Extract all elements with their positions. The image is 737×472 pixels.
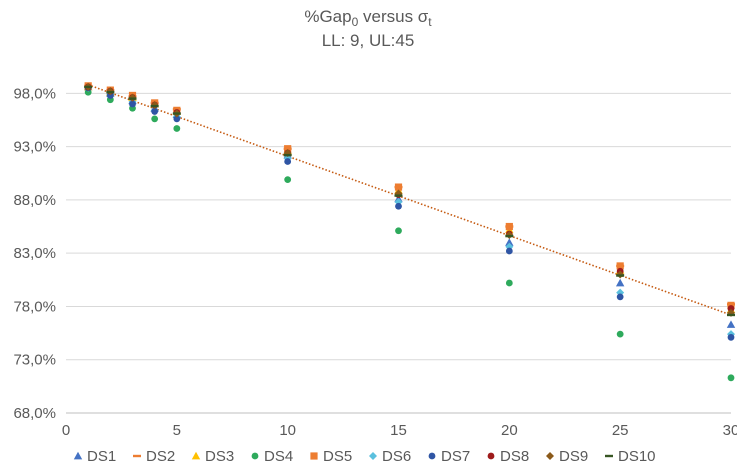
series-ds6 [84,83,735,339]
legend-item-ds8: DS8 [487,448,529,465]
legend-item-ds1: DS1 [73,448,116,465]
data-point [505,234,514,238]
y-tick-label: 98,0% [13,85,56,102]
legend-label: DS2 [146,448,175,465]
data-point [616,293,624,301]
legend-label: DS5 [323,448,352,465]
legend-label: DS9 [559,448,588,465]
legend-item-ds4: DS4 [251,448,293,465]
y-tick-label: 88,0% [13,192,56,209]
data-point [84,85,93,89]
data-point [505,222,513,231]
data-point [616,330,624,338]
data-point [129,100,136,108]
data-point [284,176,292,184]
data-point [151,108,159,115]
x-tick-label: 10 [279,422,296,439]
x-tick-label: 30 [723,422,737,439]
legend-label: DS6 [382,448,411,465]
data-point [394,194,403,197]
legend-marker [428,452,436,460]
legend-marker [191,451,201,460]
legend: DS1 DS2 DS3 DS4 DS5 DS6 DS7 DS8 DS9 DS10 [73,448,656,465]
chart-subtitle: LL: 9, UL:45 [322,31,415,50]
y-tick-label: 83,0% [13,245,56,262]
data-point [727,313,735,317]
data-point [172,112,181,115]
data-point [394,183,403,191]
legend-item-ds7: DS7 [428,448,470,465]
y-tick-label: 78,0% [13,298,56,315]
series-ds4 [84,88,735,382]
legend-marker [251,452,259,460]
data-points [83,82,736,382]
data-point [727,305,735,312]
series-ds8 [84,83,735,312]
data-point [616,262,624,270]
legend-item-ds3: DS3 [191,448,234,465]
legend-label: DS8 [500,448,529,465]
x-tick-label: 20 [501,422,518,439]
chart-title-suffix-subscript: t [428,15,432,29]
x-tick-label: 5 [173,422,181,439]
chart-title-prefix-subscript: 0 [352,15,359,29]
data-point [150,104,159,108]
data-point [173,115,181,123]
legend-marker [546,452,554,460]
chart-title: %Gap0 versus σt [304,7,432,29]
y-tick-label: 68,0% [13,405,56,422]
legend-item-ds5: DS5 [310,448,352,465]
data-point [284,158,292,165]
data-point [616,274,625,277]
chart-title-middle: versus σ [358,7,429,26]
legend-marker [605,454,613,458]
data-point [173,125,181,132]
data-point [726,320,736,328]
x-tick-label: 15 [390,422,407,439]
series-ds5 [84,82,735,309]
data-point [505,247,513,255]
data-point [395,202,402,210]
data-point [395,227,402,235]
series-ds7 [84,84,735,341]
chart-title-prefix: %Gap [304,7,351,26]
legend-marker [133,454,141,458]
series-ds10 [84,85,735,317]
legend-item-ds6: DS6 [369,448,411,465]
legend-marker [369,452,377,460]
data-point [727,374,735,382]
data-point [128,97,137,100]
legend-marker [310,452,318,460]
series-ds1 [83,82,736,328]
gridlines [66,92,731,414]
x-tick-label: 0 [62,422,70,439]
x-tick-label: 25 [612,422,629,439]
data-point [284,145,292,153]
legend-item-ds9: DS9 [546,448,588,465]
legend-marker [487,452,495,460]
axes: 68,0% 73,0% 78,0% 83,0% 88,0% 93,0% 98,0% 0 5 10 1… [13,85,737,439]
legend-marker [73,451,83,460]
y-tick-label: 73,0% [13,352,56,369]
legend-label: DS7 [441,448,470,465]
data-point [615,278,625,287]
legend-label: DS4 [264,448,293,465]
data-point [151,115,159,123]
legend-item-ds2: DS2 [133,448,175,465]
data-point [106,91,115,94]
data-point [283,153,292,157]
legend-label: DS1 [87,448,116,465]
legend-label: DS3 [205,448,234,465]
data-point [505,279,513,287]
y-tick-label: 93,0% [13,139,56,156]
legend-label: DS10 [618,448,656,465]
data-point [505,238,514,246]
data-point [727,333,735,341]
legend-item-ds10: DS10 [605,448,656,465]
series-ds3 [83,82,736,313]
